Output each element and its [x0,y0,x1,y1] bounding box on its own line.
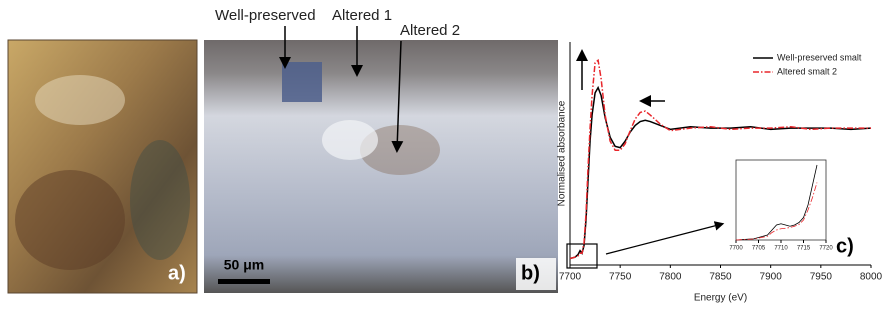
x-tick-label: 7720 [819,246,833,252]
scale-bar [218,279,270,284]
painting-detail [130,140,190,260]
x-tick-label: 7800 [659,272,682,283]
legend-label: Altered smalt 2 [777,66,837,76]
painting-detail [35,75,125,125]
x-tick-label: 7950 [810,272,833,283]
arrow [606,224,722,254]
y-axis-label: Normalised absorbance [557,100,568,206]
annotation: Altered 2 [400,22,460,39]
scale-bar-label: 50 μm [224,257,264,273]
x-tick-label: 7710 [774,246,788,252]
inset-frame [736,160,826,240]
x-tick-label: 7850 [709,272,732,283]
x-tick-label: 8000 [860,272,883,283]
micrograph-detail [282,62,322,102]
x-tick-label: 7900 [760,272,783,283]
legend-label: Well-preserved smalt [777,52,862,62]
x-tick-label: 7715 [797,246,811,252]
panel-label: c) [836,235,854,257]
x-tick-label: 7750 [609,272,632,283]
micrograph-detail [322,120,378,160]
x-tick-label: 7700 [559,272,582,283]
figure: a) Well-preserved Altered 1 Altered 2 50… [0,0,887,309]
x-tick-label: 7705 [752,246,766,252]
annotation: Altered 1 [332,7,392,24]
panel-label: b) [521,262,540,284]
zoom-box [567,244,597,268]
annotation: Well-preserved [215,7,316,24]
painting-detail [15,170,125,270]
x-tick-label: 7700 [729,246,743,252]
x-axis-label: Energy (eV) [694,293,747,304]
panel-label: a) [168,262,186,284]
